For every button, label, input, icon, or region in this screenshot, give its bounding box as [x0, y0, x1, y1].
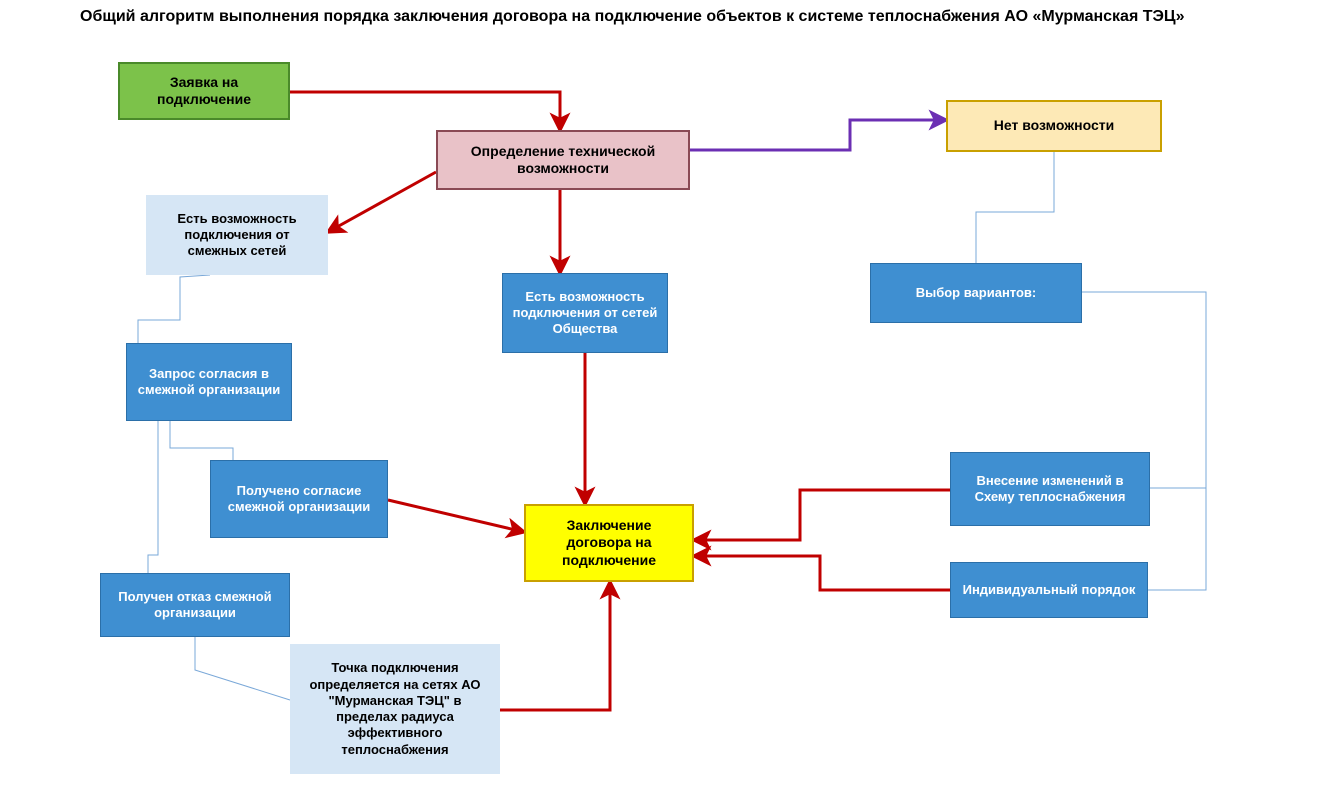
node-consent: Получено согласие смежной организации	[210, 460, 388, 538]
edge-12	[388, 500, 524, 532]
node-contract: Заключение договора на подключение	[524, 504, 694, 582]
node-tech: Определение технической возможности	[436, 130, 690, 190]
node-point: Точка подключения определяется на сетях …	[290, 644, 500, 774]
edge-14	[694, 556, 950, 590]
edge-13	[694, 490, 950, 540]
edge-0	[290, 92, 560, 130]
edge-5	[976, 152, 1054, 263]
node-reqadj: Запрос согласия в смежной организации	[126, 343, 292, 421]
edge-7	[170, 421, 233, 460]
diagram-canvas: Общий алгоритм выполнения порядка заключ…	[0, 0, 1318, 798]
edge-6	[138, 275, 210, 343]
node-individual: Индивидуальный порядок	[950, 562, 1148, 618]
edge-11	[1148, 488, 1206, 590]
edge-2	[328, 172, 436, 232]
node-ownnet: Есть возможность подключения от сетей Об…	[502, 273, 668, 353]
node-choice: Выбор вариантов:	[870, 263, 1082, 323]
edge-9	[195, 637, 290, 700]
node-noposs: Нет возможности	[946, 100, 1162, 152]
node-app: Заявка на подключение	[118, 62, 290, 120]
node-refusal: Получен отказ смежной организации	[100, 573, 290, 637]
node-scheme: Внесение изменений в Схему теплоснабжени…	[950, 452, 1150, 526]
page-title: Общий алгоритм выполнения порядка заключ…	[80, 8, 1184, 26]
edge-8	[148, 421, 158, 573]
edge-15	[500, 582, 610, 710]
node-adjposs: Есть возможность подключения от смежных …	[146, 195, 328, 275]
edge-1	[690, 120, 946, 150]
